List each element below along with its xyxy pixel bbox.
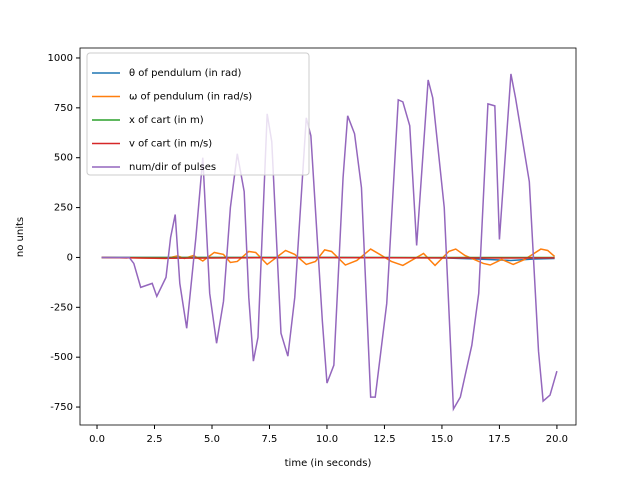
line <box>101 73 558 412</box>
y-tick-label: -500 <box>50 352 73 363</box>
legend: θ of pendulum (in rad) ω of pendulum (in … <box>86 52 310 176</box>
x-tick-label: 17.5 <box>488 434 510 445</box>
y-tick-label: 750 <box>54 103 73 114</box>
x-tick-label: 7.5 <box>262 434 278 445</box>
legend-label: ω of pendulum (in rad/s) <box>129 92 252 103</box>
y-tick-label: -250 <box>50 302 73 313</box>
y-tick-label: 0 <box>67 252 73 263</box>
legend-label: θ of pendulum (in rad) <box>129 68 241 79</box>
legend-box <box>86 52 310 176</box>
legend-label: x of cart (in m) <box>129 115 204 126</box>
x-tick-label: 0.0 <box>89 434 105 445</box>
y-axis-label: no units <box>15 217 26 257</box>
y-tick-label: 250 <box>54 203 73 214</box>
legend-label: num/dir of pulses <box>129 162 216 173</box>
y-tick-label: -750 <box>50 402 73 413</box>
x-tick-label: 15.0 <box>431 434 453 445</box>
x-tick-label: 2.5 <box>147 434 163 445</box>
x-tick-label: 10.0 <box>316 434 338 445</box>
x-axis-label: time (in seconds) <box>285 458 372 469</box>
plot-frame <box>79 47 577 426</box>
y-tick-label: 500 <box>54 153 73 164</box>
x-tick-label: 5.0 <box>204 434 220 445</box>
x-tick-label: 20.0 <box>546 434 568 445</box>
line <box>101 256 555 259</box>
legend-label: v of cart (in m/s) <box>129 139 212 150</box>
x-tick-label: 12.5 <box>373 434 395 445</box>
y-tick-label: 1000 <box>48 53 73 64</box>
